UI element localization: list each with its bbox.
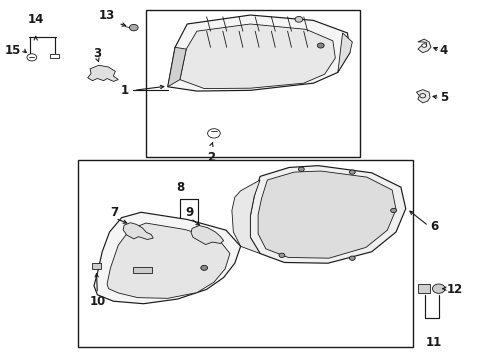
Polygon shape: [250, 166, 405, 263]
Text: 14: 14: [27, 13, 44, 26]
Circle shape: [349, 256, 354, 260]
Text: 9: 9: [185, 206, 193, 220]
Bar: [145, 10, 359, 157]
Polygon shape: [167, 15, 349, 91]
Circle shape: [201, 265, 207, 270]
Circle shape: [294, 17, 302, 22]
Text: 2: 2: [207, 150, 215, 163]
Polygon shape: [123, 223, 153, 239]
Polygon shape: [258, 171, 395, 258]
Polygon shape: [417, 39, 430, 53]
Polygon shape: [94, 212, 240, 304]
Polygon shape: [416, 90, 429, 103]
Polygon shape: [337, 33, 352, 72]
Bar: [50, 54, 59, 58]
Polygon shape: [87, 65, 118, 81]
Circle shape: [317, 43, 324, 48]
Polygon shape: [180, 24, 335, 89]
Bar: [91, 263, 101, 269]
Polygon shape: [167, 47, 186, 87]
Text: 4: 4: [439, 44, 447, 57]
Text: 11: 11: [425, 336, 441, 349]
Bar: [417, 284, 429, 293]
Text: 1: 1: [121, 84, 129, 97]
Text: 15: 15: [5, 44, 21, 57]
Polygon shape: [231, 180, 260, 253]
Circle shape: [279, 253, 284, 257]
Circle shape: [298, 167, 304, 171]
Circle shape: [421, 44, 426, 47]
Circle shape: [431, 284, 444, 293]
Text: 13: 13: [99, 9, 115, 22]
Text: 5: 5: [439, 91, 447, 104]
Text: 3: 3: [93, 47, 101, 60]
Text: 6: 6: [429, 220, 437, 233]
Circle shape: [129, 24, 138, 31]
Text: 7: 7: [110, 206, 118, 220]
Bar: [133, 267, 152, 273]
Text: 12: 12: [446, 283, 462, 296]
Circle shape: [349, 170, 354, 174]
Text: 10: 10: [89, 296, 105, 309]
Text: 8: 8: [176, 181, 183, 194]
Polygon shape: [107, 223, 229, 298]
Circle shape: [390, 208, 396, 213]
Bar: [78, 160, 412, 347]
Polygon shape: [191, 226, 223, 244]
